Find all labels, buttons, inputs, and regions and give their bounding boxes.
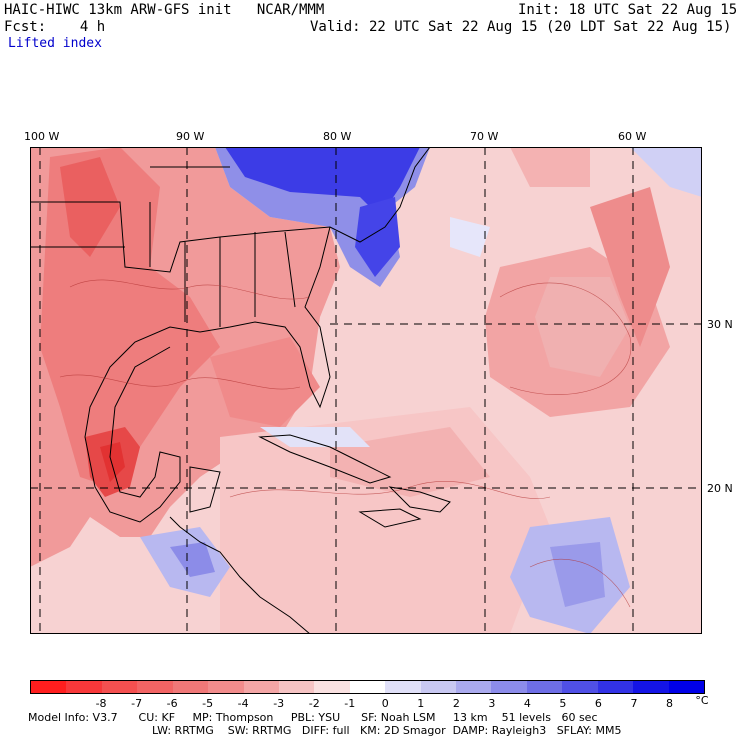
lon-label-80w: 80 W [323, 130, 352, 143]
lifted-index-map [30, 147, 702, 634]
colorbar-tick-label: 1 [417, 697, 425, 710]
colorbar-swatch [101, 681, 138, 693]
colorbar-tick-label: 5 [559, 697, 567, 710]
colorbar-tick-label: 7 [630, 697, 638, 710]
colorbar-swatch [420, 681, 457, 693]
colorbar-tick-label: -3 [273, 697, 285, 710]
colorbar-swatch [66, 681, 102, 693]
lon-label-90w: 90 W [176, 130, 205, 143]
colorbar-tick-label: -7 [131, 697, 143, 710]
colorbar-swatch [597, 681, 634, 693]
lat-label-30n: 30 N [707, 318, 733, 331]
colorbar-swatch [526, 681, 563, 693]
colorbar-swatch [243, 681, 279, 693]
colorbar-tick-label: -6 [166, 697, 178, 710]
colorbar-swatch [314, 681, 350, 693]
colorbar-tick-label: 4 [523, 697, 531, 710]
colorbar-swatch [668, 681, 705, 693]
colorbar-swatch [137, 681, 173, 693]
colorbar-tick-label: 0 [381, 697, 389, 710]
colorbar-swatch [385, 681, 421, 693]
colorbar-tick-label: -5 [202, 697, 214, 710]
run-title: HAIC-HIWC 13km ARW-GFS init NCAR/MMM [4, 2, 325, 18]
colorbar-tick-label: 6 [594, 697, 602, 710]
field-name: Lifted index [8, 36, 102, 51]
colorbar-swatch [172, 681, 209, 693]
forecast-hour: Fcst: 4 h [4, 19, 106, 35]
colorbar-swatch [349, 681, 386, 693]
init-time: Init: 18 UTC Sat 22 Aug 15 [518, 2, 738, 18]
colorbar-tick-label: -4 [237, 697, 249, 710]
colorbar-swatch [456, 681, 492, 693]
colorbar-tick-label: 2 [452, 697, 460, 710]
colorbar-swatch [31, 681, 67, 693]
colorbar-tick-label: -1 [344, 697, 356, 710]
model-info-line1: Model Info: V3.7 CU: KF MP: Thompson PBL… [28, 711, 598, 724]
lon-label-100w: 100 W [24, 130, 60, 143]
colorbar [30, 680, 705, 694]
colorbar-unit: °C [695, 694, 709, 707]
colorbar-tick-label: 8 [665, 697, 673, 710]
colorbar-swatch [633, 681, 669, 693]
colorbar-tick-label: -8 [95, 697, 107, 710]
colorbar-swatch [562, 681, 598, 693]
colorbar-tick-label: 3 [488, 697, 496, 710]
model-info-line2: LW: RRTMG SW: RRTMG DIFF: full KM: 2D Sm… [152, 724, 622, 737]
valid-time: Valid: 22 UTC Sat 22 Aug 15 (20 LDT Sat … [310, 19, 732, 35]
colorbar-tick-label: -2 [308, 697, 320, 710]
colorbar-swatch [208, 681, 244, 693]
lon-label-60w: 60 W [618, 130, 647, 143]
lat-label-20n: 20 N [707, 482, 733, 495]
colorbar-swatch [278, 681, 315, 693]
lon-label-70w: 70 W [470, 130, 499, 143]
colorbar-swatch [491, 681, 527, 693]
